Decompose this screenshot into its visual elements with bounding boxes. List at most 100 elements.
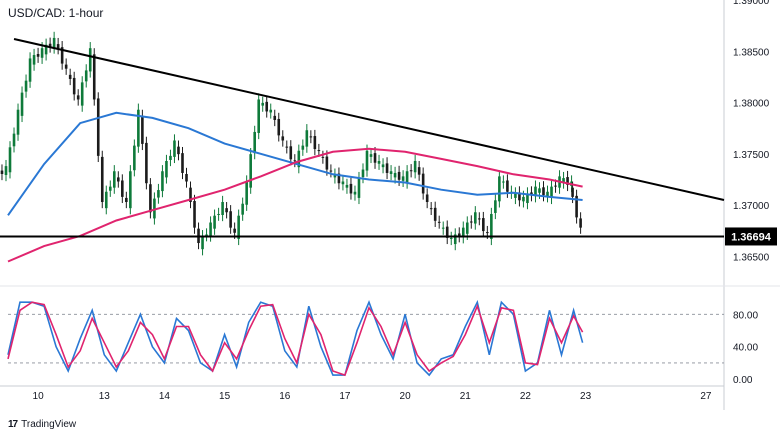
candle-body [108, 186, 112, 191]
candle-body [349, 183, 353, 194]
candle-body [68, 74, 72, 79]
candle-body [357, 178, 361, 198]
candle-body [189, 187, 192, 203]
candle-body [474, 212, 477, 224]
candle-body [153, 198, 156, 219]
price-tick-label: 1.39000 [733, 0, 770, 7]
candle-body [76, 95, 80, 100]
candle-body [64, 64, 68, 69]
candle-body [421, 173, 425, 194]
time-tick-label: 22 [520, 391, 532, 402]
oscillator-tick-label: 80.00 [733, 310, 758, 321]
time-tick-label: 23 [580, 391, 592, 402]
moving-average-blue [7, 111, 583, 216]
candle-body [245, 181, 248, 205]
candle-body [104, 191, 108, 209]
candle-body [550, 186, 553, 198]
time-tick-label: 16 [279, 391, 291, 402]
candle-body [538, 188, 541, 193]
candle-body [405, 171, 409, 183]
candle-body [401, 176, 405, 181]
candle-body [84, 70, 88, 82]
candle-body [213, 215, 216, 229]
candle-body [24, 80, 28, 92]
candle-body [100, 156, 104, 203]
candle-body [417, 167, 421, 175]
moving-average-pink [7, 147, 583, 263]
time-tick-label: 13 [99, 391, 111, 402]
candle-body [542, 187, 545, 196]
candle-body [44, 44, 48, 55]
candle-body [185, 173, 188, 182]
candle-body [181, 153, 184, 173]
candle-body [377, 160, 381, 164]
candle-body [522, 196, 525, 202]
candle-body [534, 186, 537, 197]
candle-body [8, 147, 12, 173]
candle-body [389, 171, 393, 174]
candle-body [514, 193, 517, 198]
candle-body [269, 109, 273, 113]
candle-body [249, 154, 252, 188]
candle-body [92, 54, 96, 100]
descending-trendline [13, 37, 725, 201]
candle-body [353, 191, 357, 195]
time-tick-label: 10 [33, 391, 45, 402]
candle-body [425, 194, 429, 203]
candle-body [157, 190, 160, 198]
candle-body [80, 82, 84, 106]
time-tick-label: 15 [219, 391, 231, 402]
candle-body [165, 160, 168, 178]
price-tick-label: 1.36500 [733, 252, 770, 263]
candle-body [530, 192, 533, 196]
candle-body [169, 155, 172, 160]
candle-body [333, 174, 337, 178]
candle-body [461, 227, 465, 238]
candle-body [72, 77, 76, 95]
tradingview-logo-icon: 17 [8, 419, 18, 430]
candle-body [482, 218, 485, 232]
oscillator-tick-label: 40.00 [733, 343, 758, 354]
candle-body [478, 218, 481, 220]
candle-body [88, 48, 92, 72]
candle-body [273, 115, 277, 120]
tradingview-label: TradingView [21, 419, 77, 430]
candle-body [201, 236, 204, 250]
candle-body [546, 191, 549, 197]
candle-body [579, 218, 582, 228]
candle-body [498, 176, 501, 202]
candle-body [341, 181, 345, 185]
candle-body [445, 226, 449, 238]
candle-body [121, 180, 124, 197]
tradingview-brand[interactable]: 17 TradingView [8, 419, 76, 430]
candle-body [289, 146, 293, 160]
candle-body [233, 228, 236, 233]
candle-body [193, 200, 196, 228]
candle-body [297, 150, 301, 168]
candle-body [209, 222, 212, 236]
candle-body [469, 221, 473, 223]
stochastic-d-line [7, 301, 584, 377]
candle-body [12, 133, 16, 147]
candle-body [566, 177, 569, 185]
stochastic-k-line [7, 299, 584, 377]
oscillator-tick-label: 0.00 [733, 375, 753, 386]
candle-body [506, 180, 509, 192]
candle-body [393, 172, 397, 178]
candle-body [173, 140, 176, 157]
candle-body [518, 192, 521, 201]
candle-body [429, 208, 433, 210]
candle-body [241, 203, 244, 215]
candle-body [253, 131, 256, 154]
current-price-label: 1.36694 [731, 231, 772, 243]
candle-body [562, 178, 565, 183]
time-tick-label: 20 [400, 391, 412, 402]
candle-body [237, 215, 240, 239]
candle-body [261, 102, 265, 106]
candle-body [221, 202, 224, 216]
candle-body [60, 47, 64, 64]
candle-body [313, 136, 317, 150]
candle-body [145, 142, 148, 184]
time-tick-label: 17 [339, 391, 351, 402]
